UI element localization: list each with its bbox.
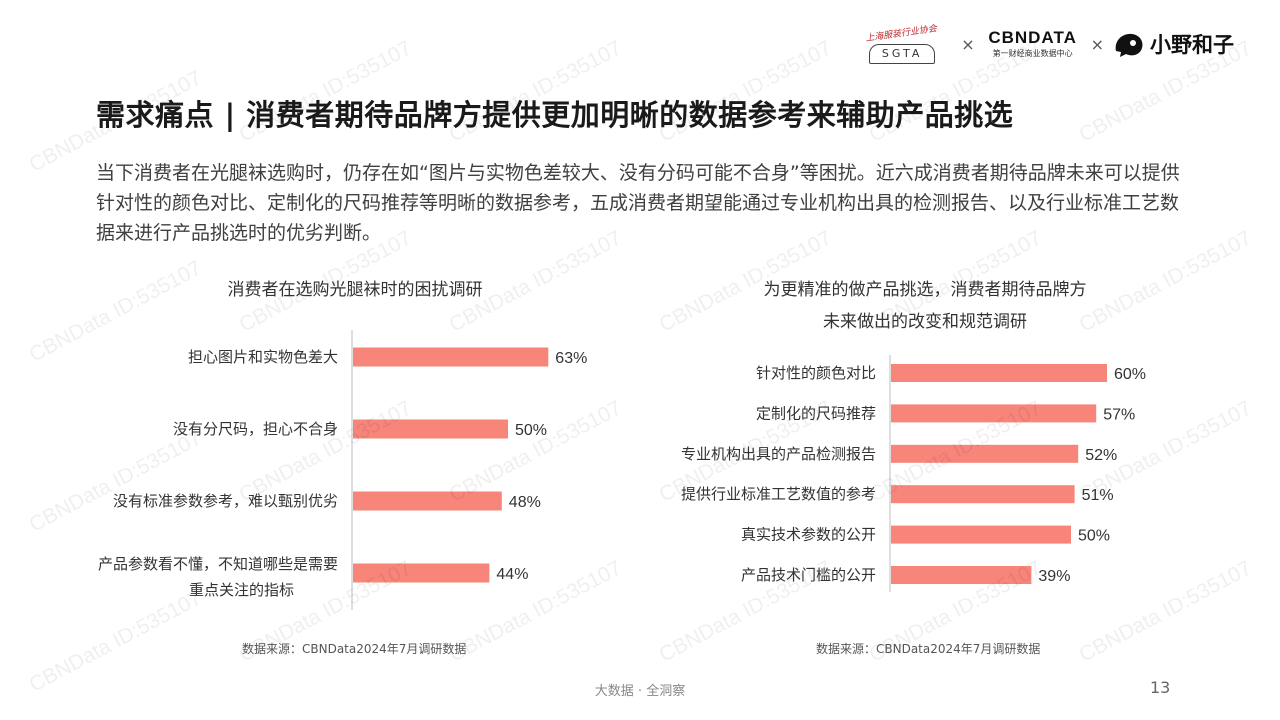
- cbndata-logo-subtitle: 第一财经商业数据中心: [992, 49, 1073, 58]
- right-chart-title-line-2: 未来做出的改变和规范调研: [823, 312, 1027, 332]
- data-label-0-0: 63%: [555, 350, 587, 367]
- bar-1-3: [891, 485, 1075, 504]
- data-label-1-1: 57%: [1103, 406, 1135, 423]
- right-chart-title-line-1: 为更精准的做产品挑选，消费者期待品牌方: [763, 280, 1087, 300]
- category-label-1-1: 定制化的尺码推荐: [756, 404, 876, 422]
- data-label-1-3: 51%: [1082, 487, 1114, 504]
- partner-logos: 上海服装行业协会 SGTA × CBNDATA 第一财经商业数据中心 × 小野和…: [849, 22, 1234, 66]
- bar-1-4: [891, 525, 1071, 544]
- footer-tagline: 大数据 · 全洞察: [594, 684, 686, 699]
- data-label-1-2: 52%: [1085, 447, 1117, 464]
- left-chart-source: 数据来源：CBNData2024年7月调研数据: [242, 642, 467, 656]
- bar-0-3: [353, 563, 490, 583]
- bar-0-0: [353, 347, 549, 367]
- bar-0-2: [353, 491, 502, 511]
- left-bar-chart: 63% 担心图片和实物色差大 50% 没有分尺码，担心不合身 48% 没有标准参数参考，难…: [98, 330, 587, 610]
- category-label-0-2: 没有标准参数参考，难以甄别优劣: [113, 492, 338, 510]
- data-label-1-5: 39%: [1038, 568, 1070, 585]
- data-label-1-4: 50%: [1078, 528, 1110, 545]
- cbndata-logo: CBNDATA 第一财经商业数据中心: [983, 28, 1083, 60]
- sgta-logo: 上海服装行业协会 SGTA: [849, 22, 953, 66]
- right-chart-title: 为更精准的做产品挑选，消费者期待品牌方 未来做出的改变和规范调研: [700, 274, 1150, 338]
- category-label-0-0: 担心图片和实物色差大: [188, 348, 338, 366]
- xiaoyehezi-mark-icon: [1115, 33, 1143, 57]
- left-chart-title: 消费者在选购光腿袜时的困扰调研: [227, 280, 483, 300]
- bar-1-1: [891, 404, 1097, 423]
- bar-0-1: [353, 419, 508, 439]
- category-label-1-3: 提供行业标准工艺数值的参考: [681, 485, 876, 503]
- data-label-0-2: 48%: [509, 494, 541, 511]
- bar-1-2: [891, 444, 1079, 463]
- logo-separator: ×: [1090, 34, 1104, 54]
- xiaoyehezi-logo: 小野和子: [1112, 29, 1234, 59]
- xiaoyehezi-logo-name: 小野和子: [1150, 33, 1234, 57]
- intro-paragraph: 当下消费者在光腿袜选购时，仍存在如“图片与实物色差较大、没有分码可能不合身”等困…: [96, 162, 1180, 244]
- page-number: 13: [1150, 678, 1171, 697]
- right-chart-source: 数据来源：CBNData2024年7月调研数据: [816, 642, 1041, 656]
- logo-separator: ×: [961, 34, 975, 54]
- right-bar-chart: 60% 针对性的颜色对比 57% 定制化的尺码推荐 52% 专业机构出具的产品检测报告 51…: [681, 355, 1146, 592]
- bar-1-0: [891, 364, 1107, 382]
- category-label-1-0: 针对性的颜色对比: [756, 364, 876, 382]
- category-label-1-4: 真实技术参数的公开: [741, 526, 876, 544]
- data-label-0-1: 50%: [515, 422, 547, 439]
- category-label-0-1: 没有分尺码，担心不合身: [173, 420, 338, 438]
- page-title: 需求痛点 | 消费者期待品牌方提供更加明晰的数据参考来辅助产品挑选: [96, 98, 1014, 132]
- data-label-1-0: 60%: [1114, 366, 1146, 383]
- category-label-1-2: 专业机构出具的产品检测报告: [681, 445, 876, 463]
- bar-1-5: [891, 566, 1032, 584]
- data-label-0-3: 44%: [496, 566, 528, 583]
- category-label-0-3: 产品参数看不懂，不知道哪些是需要重点关注的指标: [98, 555, 338, 599]
- cbndata-logo-name: CBNDATA: [988, 28, 1077, 47]
- category-label-1-5: 产品技术门槛的公开: [741, 566, 876, 584]
- sgta-logo-mark: SGTA: [869, 44, 936, 64]
